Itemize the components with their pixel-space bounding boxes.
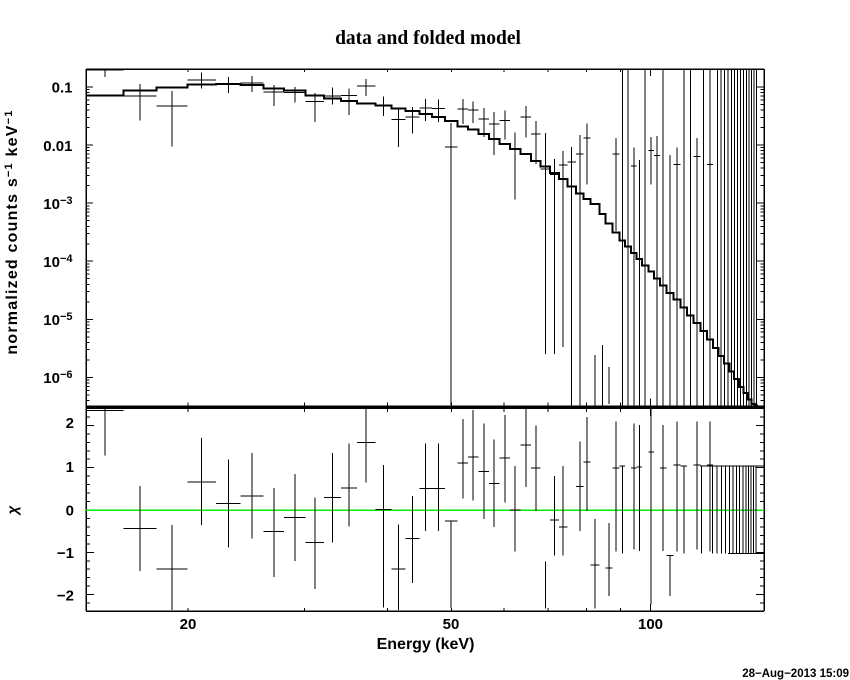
svg-text:0.1: 0.1: [52, 80, 73, 97]
svg-text:normalized counts s−1 keV−1: normalized counts s−1 keV−1: [3, 109, 21, 354]
svg-text:Energy (keV): Energy (keV): [377, 636, 475, 653]
svg-text:1: 1: [66, 459, 74, 476]
svg-text:100: 100: [638, 616, 663, 633]
svg-text:10−6: 10−6: [43, 369, 72, 387]
svg-text:50: 50: [443, 616, 460, 633]
svg-text:10−4: 10−4: [43, 253, 73, 271]
svg-text:−2: −2: [57, 587, 74, 604]
svg-text:28−Aug−2013 15:09: 28−Aug−2013 15:09: [742, 668, 849, 680]
svg-text:2: 2: [66, 415, 74, 432]
svg-text:0: 0: [66, 503, 74, 520]
svg-text:10−5: 10−5: [43, 311, 72, 329]
svg-text:0.01: 0.01: [43, 138, 72, 155]
svg-text:−1: −1: [57, 545, 74, 562]
svg-text:20: 20: [180, 616, 197, 633]
svg-text:data and folded model: data and folded model: [335, 28, 521, 49]
svg-text:χ: χ: [4, 504, 21, 516]
svg-text:10−3: 10−3: [43, 195, 72, 213]
